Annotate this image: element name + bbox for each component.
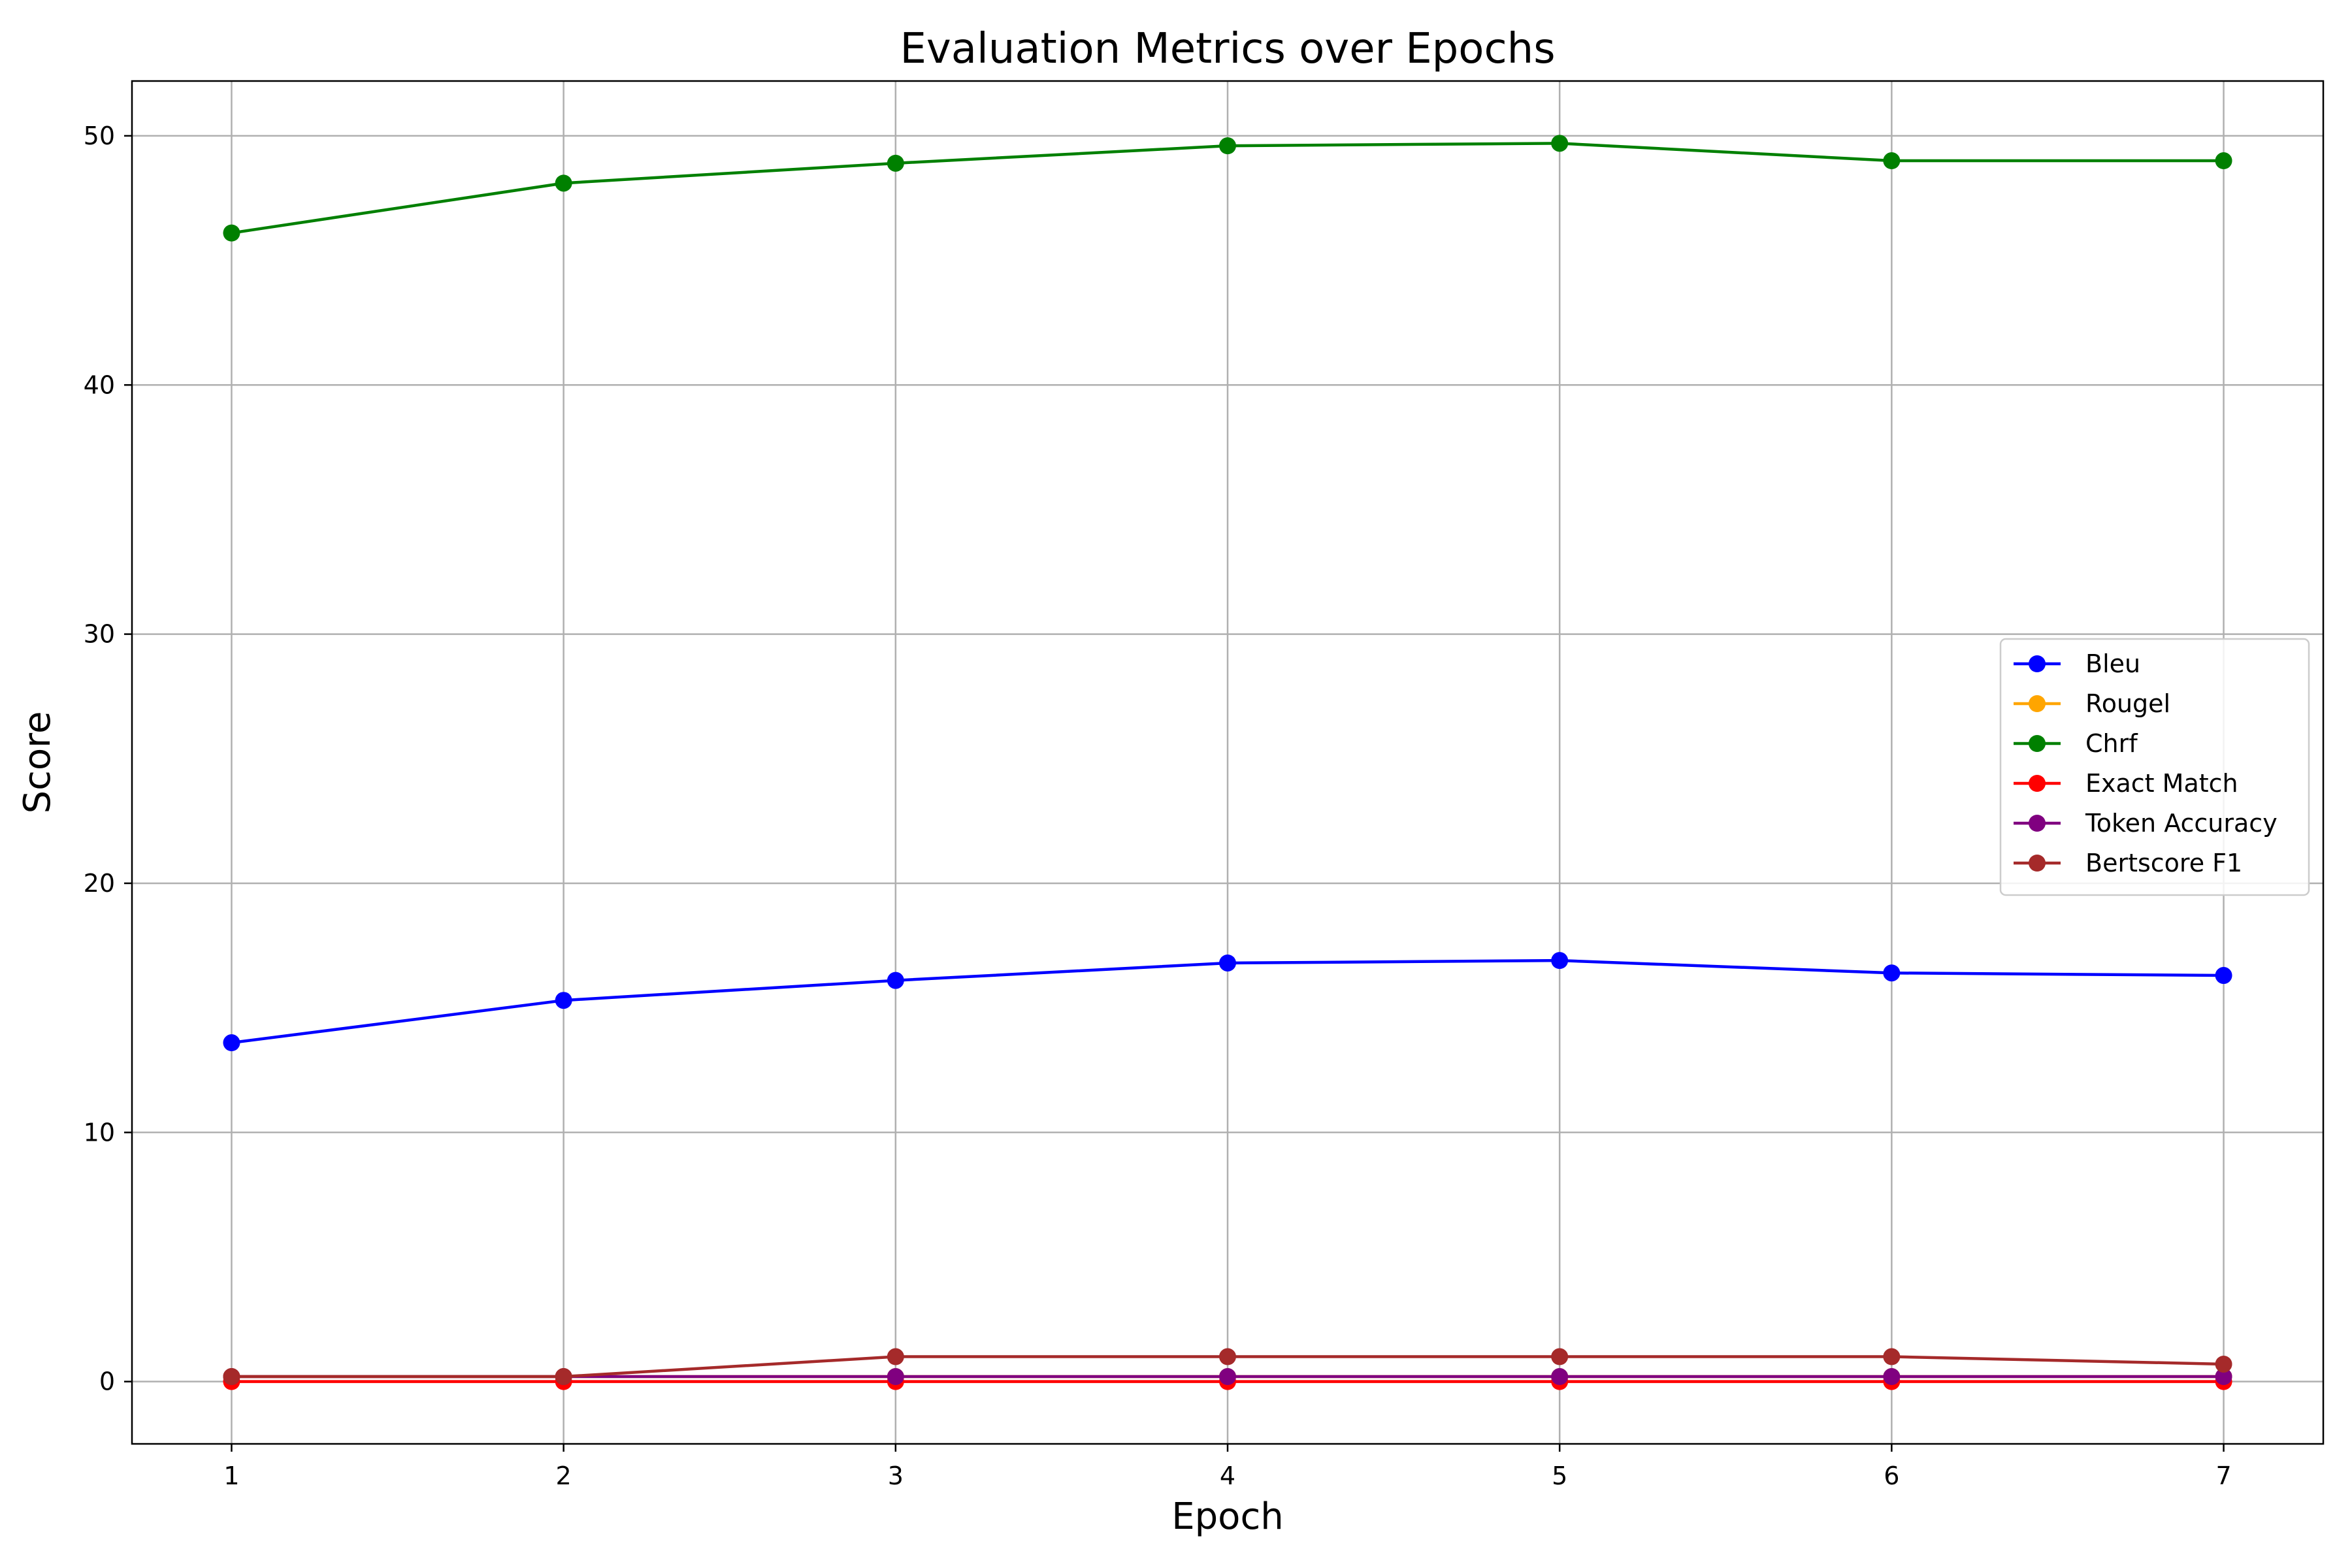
chart-title: Evaluation Metrics over Epochs bbox=[900, 25, 1555, 73]
legend-item: Bleu bbox=[2014, 649, 2140, 678]
series-layer bbox=[223, 135, 2232, 1390]
data-point bbox=[887, 1368, 904, 1386]
data-point bbox=[555, 992, 572, 1009]
legend: Bleu Rougel Chrf Exact Match Token Accuracy B… bbox=[1999, 638, 2310, 896]
legend-label: Exact Match bbox=[2085, 769, 2238, 798]
x-axis-label: Epoch bbox=[1171, 1495, 1283, 1538]
y-axis-label: Score bbox=[16, 711, 59, 814]
data-point bbox=[1551, 952, 1569, 970]
legend-item: Rougel bbox=[2014, 689, 2170, 718]
data-point bbox=[1551, 135, 1569, 152]
data-point bbox=[1219, 1348, 1236, 1365]
legend-marker bbox=[2029, 735, 2046, 752]
data-point bbox=[223, 224, 240, 242]
legend-marker bbox=[2029, 655, 2046, 672]
series-bleu bbox=[223, 952, 2232, 1052]
y-tick-label: 0 bbox=[99, 1367, 115, 1396]
data-point bbox=[1551, 1368, 1569, 1386]
series-chrf bbox=[223, 135, 2232, 242]
data-point bbox=[1551, 1348, 1569, 1365]
legend-label: Rougel bbox=[2085, 689, 2170, 718]
data-point bbox=[223, 1368, 240, 1386]
y-tick-label: 20 bbox=[84, 869, 115, 898]
y-tick-label: 40 bbox=[84, 370, 115, 399]
x-tick-label: 2 bbox=[556, 1462, 572, 1490]
data-point bbox=[2215, 967, 2232, 985]
x-tick-label: 5 bbox=[1552, 1462, 1567, 1490]
data-point bbox=[1883, 964, 1901, 982]
data-point bbox=[887, 154, 904, 172]
data-point bbox=[1883, 1368, 1901, 1386]
legend-item: Exact Match bbox=[2014, 769, 2238, 798]
data-point bbox=[887, 1348, 904, 1365]
legend-label: Token Accuracy bbox=[2085, 809, 2278, 838]
tick-layer: 1 2 3 4 5 6 7 0 10 20 30 40 50 bbox=[84, 122, 2232, 1490]
data-point bbox=[1883, 152, 1901, 170]
y-tick-label: 10 bbox=[84, 1118, 115, 1147]
data-point bbox=[2215, 1368, 2232, 1386]
legend-label: Chrf bbox=[2085, 729, 2138, 758]
legend-item: Bertscore F1 bbox=[2014, 849, 2242, 877]
data-point bbox=[223, 1034, 240, 1052]
legend-item: Chrf bbox=[2014, 729, 2138, 758]
data-point bbox=[1219, 1368, 1236, 1386]
legend-marker bbox=[2029, 855, 2046, 872]
legend-label: Bleu bbox=[2085, 649, 2140, 678]
legend-marker bbox=[2029, 695, 2046, 712]
x-tick-label: 3 bbox=[888, 1462, 904, 1490]
legend-label: Bertscore F1 bbox=[2085, 849, 2242, 877]
data-point bbox=[555, 174, 572, 192]
grid bbox=[132, 81, 2323, 1444]
data-point bbox=[1883, 1348, 1901, 1365]
data-point bbox=[1219, 954, 1236, 972]
legend-item: Token Accuracy bbox=[2014, 809, 2278, 838]
x-tick-label: 7 bbox=[2215, 1462, 2231, 1490]
legend-box bbox=[1999, 638, 2310, 896]
x-tick-label: 1 bbox=[223, 1462, 239, 1490]
legend-marker bbox=[2029, 775, 2046, 792]
data-point bbox=[2215, 1355, 2232, 1373]
series-bertscore-f1 bbox=[223, 1348, 2232, 1386]
x-tick-label: 6 bbox=[1884, 1462, 1899, 1490]
y-tick-label: 50 bbox=[84, 122, 115, 150]
data-point bbox=[1219, 137, 1236, 155]
data-point bbox=[555, 1368, 572, 1386]
data-point bbox=[887, 972, 904, 989]
x-tick-label: 4 bbox=[1220, 1462, 1235, 1490]
legend-marker bbox=[2029, 815, 2046, 832]
y-tick-label: 30 bbox=[84, 620, 115, 649]
data-point bbox=[2215, 152, 2232, 170]
